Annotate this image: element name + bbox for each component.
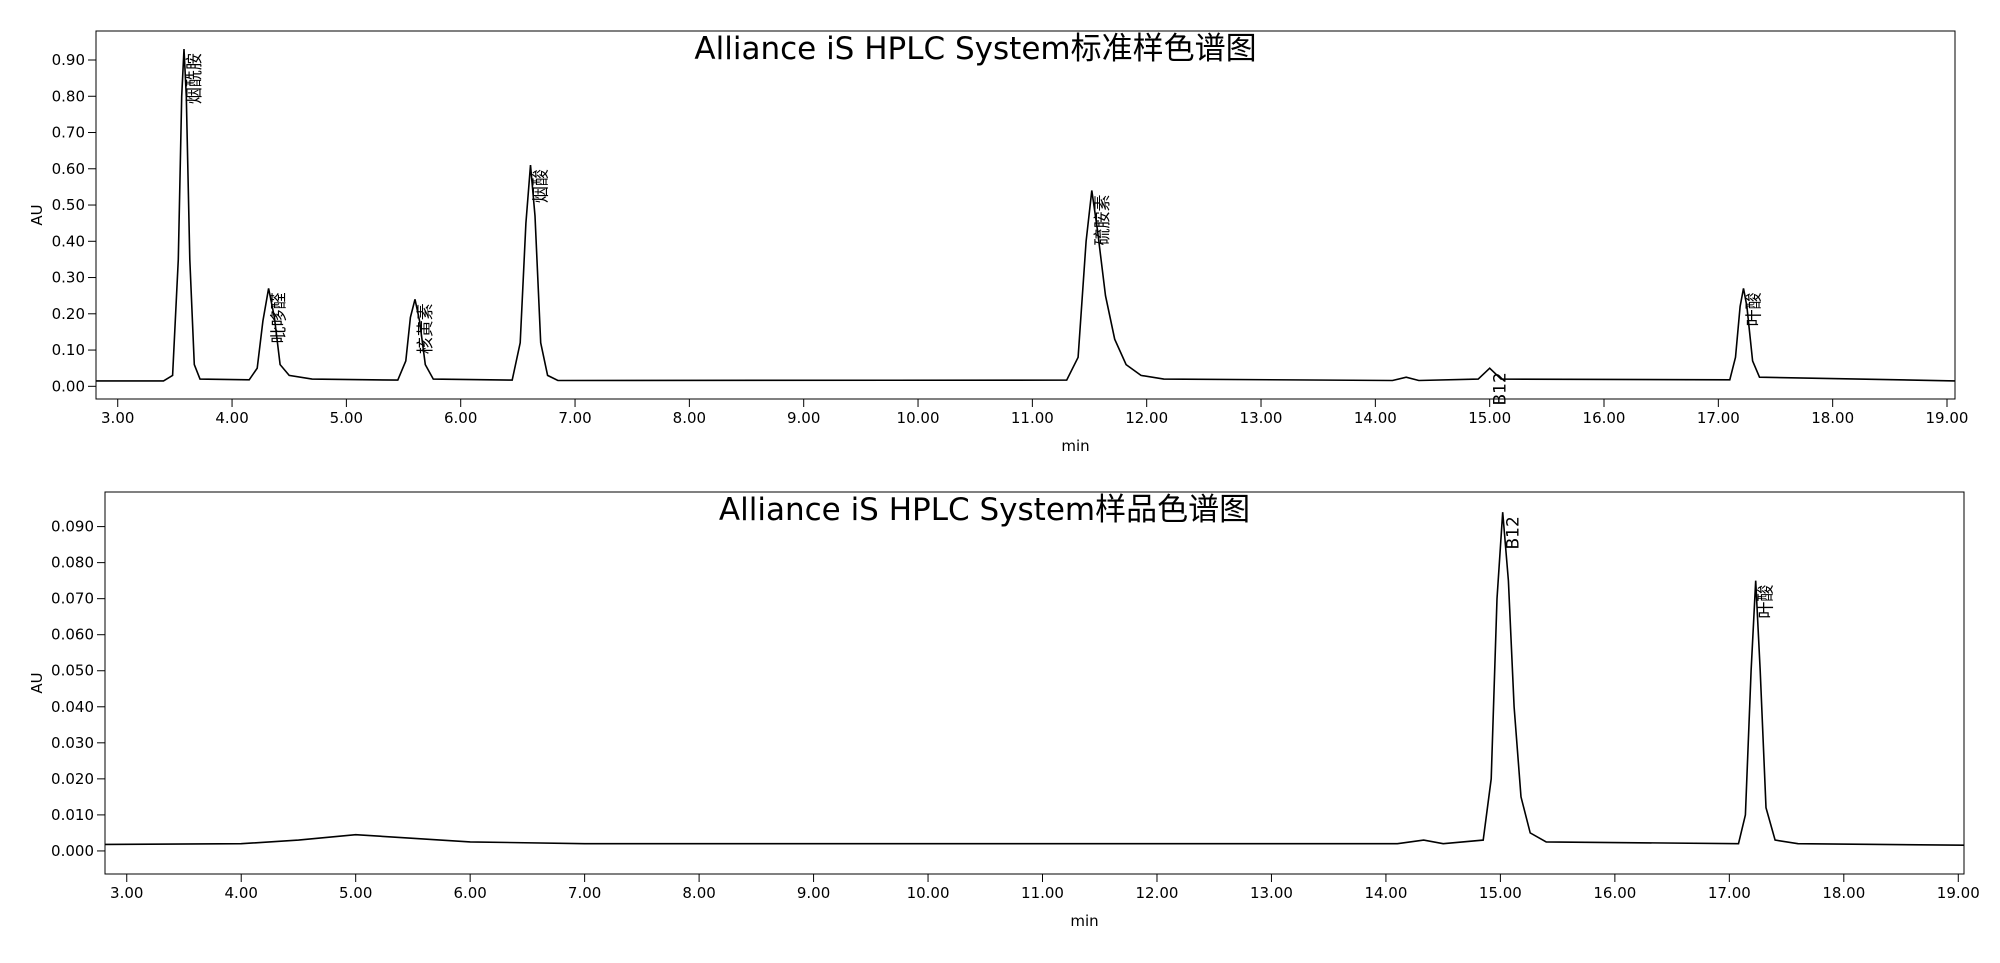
x-tick-label: 14.00: [1364, 884, 1407, 902]
y-tick-label: 0.30: [52, 269, 85, 287]
x-tick-label: 5.00: [330, 409, 363, 427]
x-axis-label: min: [1070, 912, 1098, 930]
x-tick-label: 13.00: [1240, 409, 1283, 427]
chart-title: Alliance iS HPLC System标准样色谱图: [694, 31, 1256, 67]
y-tick-label: 0.070: [51, 590, 94, 608]
y-tick-label: 0.060: [51, 626, 94, 644]
x-tick-label: 14.00: [1354, 409, 1397, 427]
y-tick-label: 0.50: [52, 196, 85, 214]
y-tick-label: 0.080: [51, 554, 94, 572]
y-axis-label: AU: [28, 204, 46, 225]
y-tick-label: 0.020: [51, 770, 94, 788]
trace: [96, 49, 1956, 382]
plot-frame: [95, 30, 1956, 400]
x-tick-label: 8.00: [673, 409, 706, 427]
x-tick-label: 6.00: [444, 409, 477, 427]
x-axis-label: min: [1061, 437, 1089, 455]
x-tick-label: 6.00: [453, 884, 486, 902]
x-tick-label: 11.00: [1011, 409, 1054, 427]
plot-frame: [104, 491, 1965, 875]
x-tick-label: 12.00: [1136, 884, 1179, 902]
x-tick-label: 4.00: [215, 409, 248, 427]
x-tick-label: 17.00: [1697, 409, 1740, 427]
x-tick-label: 18.00: [1822, 884, 1865, 902]
peak-label: 烟酰胺: [185, 53, 205, 104]
y-tick-label: 0.10: [52, 341, 85, 359]
x-tick-label: 8.00: [682, 884, 715, 902]
y-tick-label: 0.80: [52, 87, 85, 105]
y-tick-label: 0.20: [52, 305, 85, 323]
peak-label: B12: [1504, 516, 1524, 549]
x-tick-label: 15.00: [1468, 409, 1511, 427]
x-tick-label: 9.00: [787, 409, 820, 427]
y-tick-label: 0.050: [51, 662, 94, 680]
x-tick-label: 9.00: [797, 884, 830, 902]
y-tick-label: 0.000: [51, 842, 94, 860]
peak-label: 硫胺素: [1093, 195, 1113, 246]
x-tick-label: 11.00: [1021, 884, 1064, 902]
x-tick-label: 3.00: [110, 884, 143, 902]
y-tick-label: 0.90: [52, 51, 85, 69]
y-tick-label: 0.040: [51, 698, 94, 716]
y-axis-label: AU: [28, 672, 46, 693]
y-tick-label: 0.70: [52, 124, 85, 142]
x-tick-label: 4.00: [225, 884, 258, 902]
x-tick-label: 18.00: [1811, 409, 1854, 427]
x-tick-label: 15.00: [1479, 884, 1522, 902]
peak-label: B12: [1491, 372, 1511, 405]
x-tick-label: 7.00: [568, 884, 601, 902]
y-tick-label: 0.010: [51, 806, 94, 824]
trace: [104, 512, 1965, 846]
x-tick-label: 10.00: [897, 409, 940, 427]
x-tick-label: 19.00: [1937, 884, 1980, 902]
peak-label: 烟酸: [531, 169, 551, 203]
x-tick-label: 12.00: [1125, 409, 1168, 427]
y-tick-label: 0.60: [52, 160, 85, 178]
y-tick-label: 0.00: [52, 377, 85, 395]
peak-label: 叶酸: [1744, 292, 1764, 326]
chart-title: Alliance iS HPLC System样品色谱图: [719, 492, 1250, 528]
x-tick-label: 5.00: [339, 884, 372, 902]
x-tick-label: 7.00: [558, 409, 591, 427]
x-tick-label: 10.00: [907, 884, 950, 902]
peak-label: 叶酸: [1757, 585, 1777, 619]
y-tick-label: 0.090: [51, 518, 94, 536]
x-tick-label: 19.00: [1926, 409, 1969, 427]
x-tick-label: 16.00: [1593, 884, 1636, 902]
peak-label: 吡哆醛: [270, 292, 290, 343]
x-tick-label: 16.00: [1583, 409, 1626, 427]
y-tick-label: 0.030: [51, 734, 94, 752]
x-tick-label: 17.00: [1708, 884, 1751, 902]
x-tick-label: 13.00: [1250, 884, 1293, 902]
x-tick-label: 3.00: [101, 409, 134, 427]
y-tick-label: 0.40: [52, 232, 85, 250]
peak-label: 核黄素: [416, 303, 436, 354]
